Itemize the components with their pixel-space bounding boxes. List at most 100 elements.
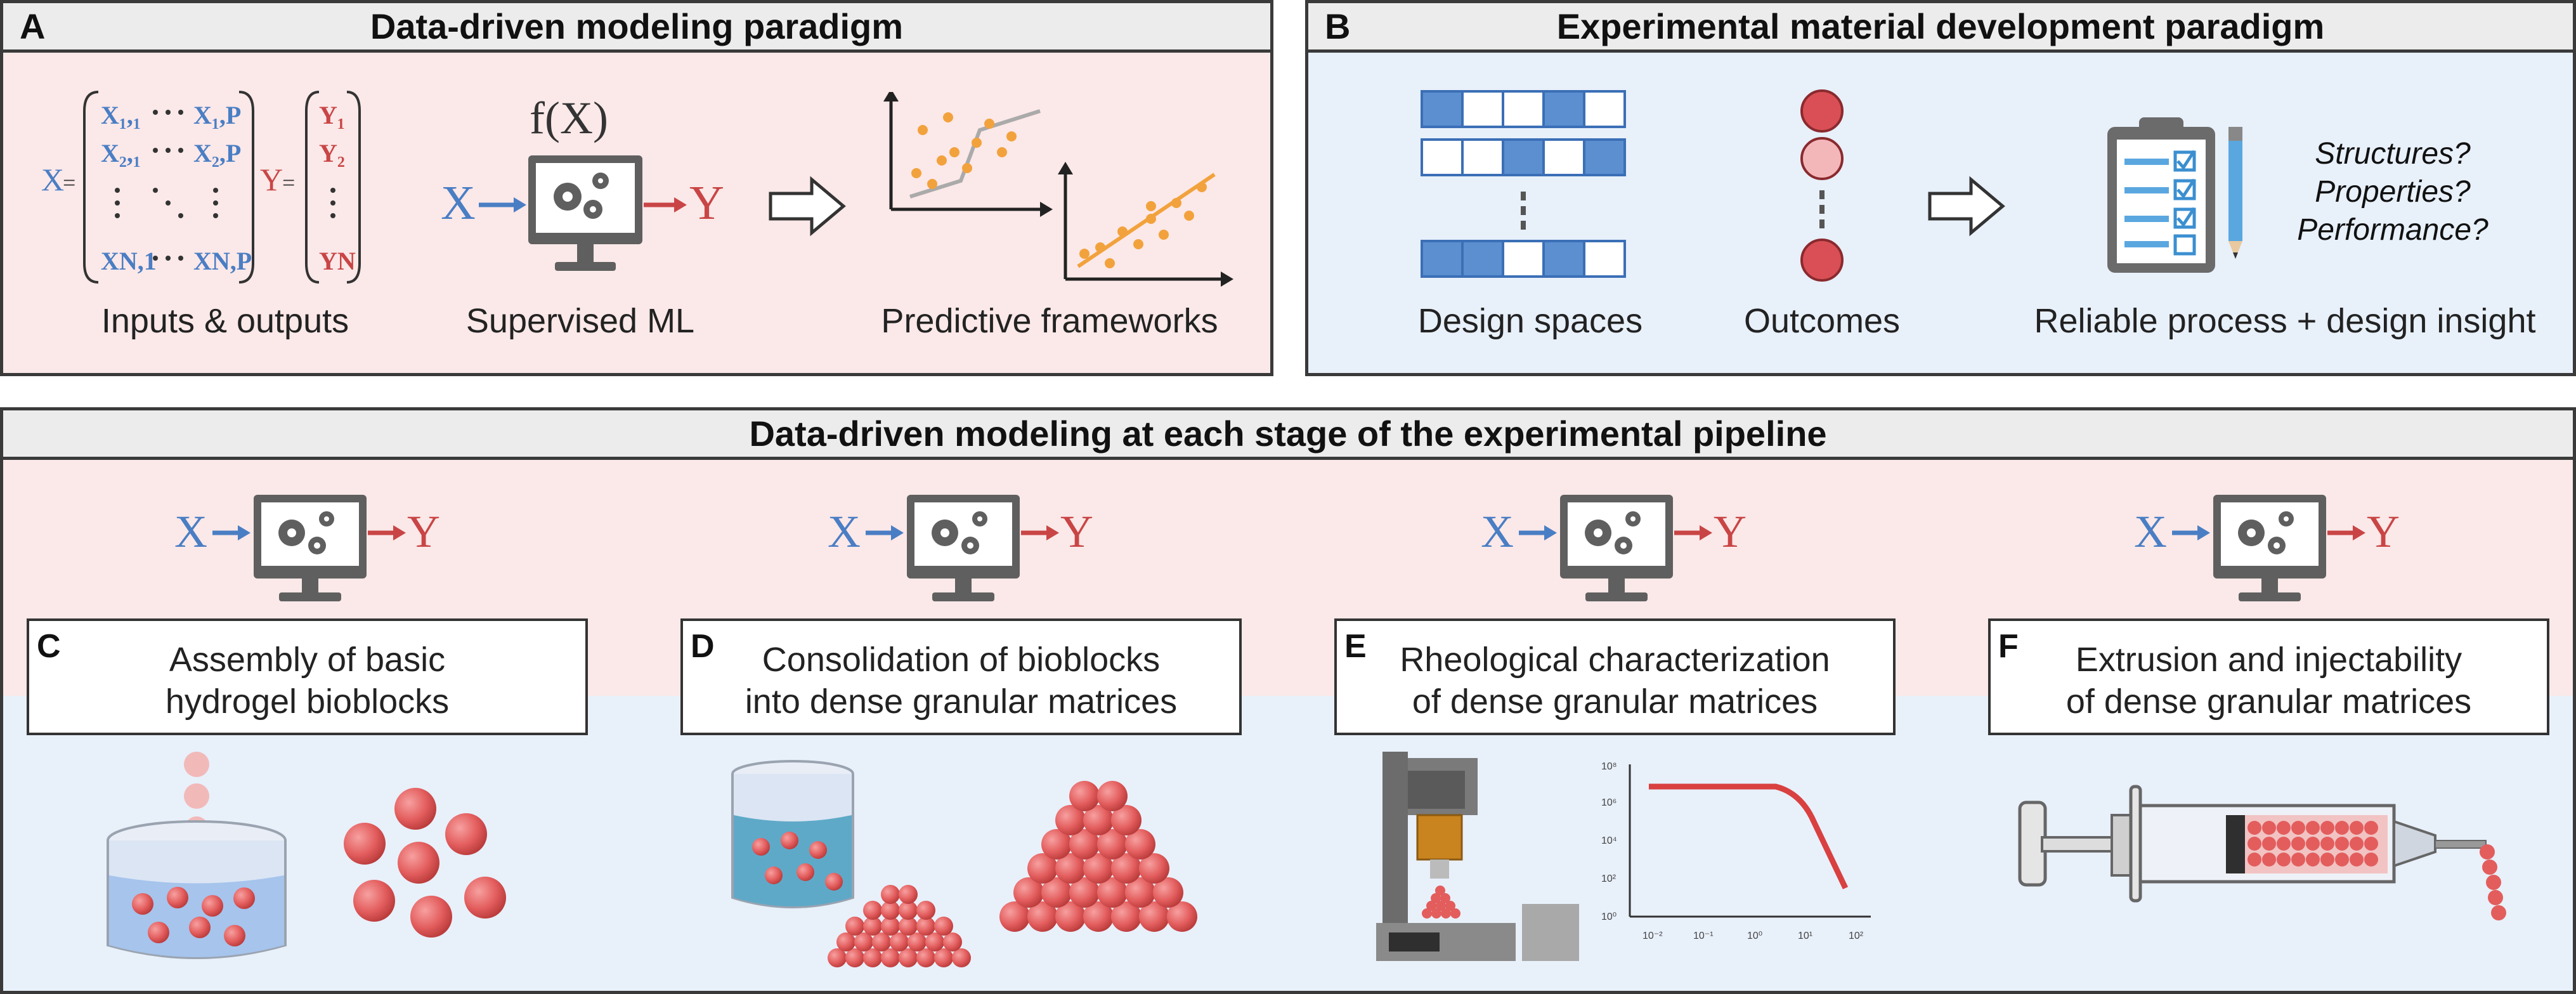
x-tick-3: 10⁰ [1747, 931, 1762, 941]
stage-c-title-line2: hydrogel bioblocks [165, 683, 450, 721]
matrix-y-equals: = [282, 170, 295, 195]
stage-c-title-line1: Assembly of basic [169, 641, 446, 679]
svg-text:X: X [1481, 506, 1514, 557]
stage-f-ml-icon: X Y [2134, 495, 2400, 601]
stage-d-box: D Consolidation of bioblocks into dense g… [680, 618, 1242, 735]
rheology-curve [1649, 783, 1849, 889]
matrix-cell-yn: YN [319, 247, 356, 275]
panel-a-header: A Data-driven modeling paradigm [3, 3, 1270, 53]
stage-e-title-line1: Rheological characterization [1400, 641, 1830, 679]
svg-text:X: X [174, 506, 207, 557]
matrix-cell-x21: X₂,₁ [101, 139, 141, 167]
plot-linear [1058, 162, 1233, 287]
ml-input-x: X [441, 176, 476, 230]
hydrogel-spheres [344, 788, 506, 938]
stage-d-ml-icon: X Y [828, 495, 1093, 601]
question-performance: Performance? [2297, 213, 2488, 247]
matrix-y-vdots [330, 188, 335, 218]
stage-f-syringe-illustration [2018, 785, 2506, 920]
stage-c-box: C Assembly of basic hydrogel bioblocks [27, 618, 588, 735]
caption-design-spaces: Design spaces [1417, 302, 1643, 340]
computer-monitor-icon [254, 495, 367, 601]
matrix-cell-xnp: XN,P [193, 247, 252, 275]
svg-text:X: X [828, 506, 861, 557]
pipeline-header: Data-driven modeling at each stage of th… [3, 410, 2573, 460]
matrix-cell-x11: X₁,₁ [101, 101, 141, 129]
stage-e-rheometer-illustration [1376, 752, 1579, 961]
matrix-x-bracket-left [83, 91, 99, 284]
computer-monitor-icon [907, 495, 1020, 601]
y-tick-1: 10⁸ [1601, 761, 1617, 772]
svg-text:X: X [2134, 506, 2167, 557]
caption-supervised-ml: Supervised ML [465, 302, 695, 340]
beaker-icon [731, 760, 854, 908]
computer-monitor-icon [2213, 495, 2326, 601]
predictive-plots [883, 92, 1233, 287]
matrix-cell-x1p: X₁,P [193, 101, 241, 129]
matrix-cell-y1: Y₁ [319, 101, 345, 129]
design-space-grid [1421, 90, 1626, 278]
clipboard-checklist-icon [2107, 117, 2242, 273]
matrix-cell-xn1: XN,1 [101, 247, 157, 275]
extruded-spheres [2247, 821, 2506, 920]
x-tick-4: 10¹ [1798, 931, 1812, 941]
x-tick-1: 10⁻² [1643, 931, 1663, 941]
matrix-cell-y2: Y₂ [319, 139, 345, 167]
stage-c-letter: C [37, 628, 61, 665]
panel-a: A Data-driven modeling paradigm X = X₁,₁… [0, 0, 1273, 376]
svg-text:Y: Y [2367, 506, 2400, 557]
right-arrow-icon [769, 176, 846, 237]
supervised-ml-diagram: f(X) X Y [441, 93, 724, 271]
matrix-y-bracket-left [305, 91, 320, 284]
panel-a-letter: A [20, 6, 46, 46]
stage-d-consolidation-illustration [731, 760, 1197, 967]
matrix-cell-x2p: X₂,P [193, 139, 241, 167]
stage-e-box: E Rheological characterization of dense g… [1334, 618, 1896, 735]
matrix-x-label: X [41, 162, 64, 197]
ml-output-y: Y [689, 176, 724, 230]
panel-a-title: Data-driven modeling paradigm [370, 6, 904, 46]
stage-e-ml-icon: X Y [1481, 495, 1747, 601]
right-arrow-icon [1928, 176, 2005, 237]
plot-nonlinear [883, 92, 1053, 217]
svg-text:Y: Y [407, 506, 440, 557]
stage-e-letter: E [1344, 628, 1367, 665]
caption-outcomes: Outcomes [1743, 302, 1901, 340]
stage-f-title-line1: Extrusion and injectability [2075, 641, 2462, 679]
matrix-y-label: Y [260, 162, 283, 197]
matrix-y-bracket-right [346, 91, 361, 284]
question-structures: Structures? [2315, 137, 2471, 171]
small-sphere-pile [828, 885, 971, 967]
panel-b: B Experimental material development para… [1305, 0, 2576, 376]
matrix-x-equals: = [63, 170, 75, 195]
stage-e-title-line2: of dense granular matrices [1412, 683, 1818, 721]
stage-c-ml-icon: X Y [174, 495, 440, 601]
question-properties: Properties? [2315, 175, 2471, 209]
y-tick-3: 10⁴ [1601, 835, 1617, 846]
y-tick-5: 10⁰ [1601, 912, 1617, 922]
stage-c-beaker-illustration [107, 752, 506, 959]
matrix-x-bracket-right [238, 91, 254, 284]
svg-text:Y: Y [1714, 506, 1747, 557]
computer-monitor-icon [1560, 495, 1673, 601]
input-output-matrix: X = X₁,₁ X₁,P X₂,₁ X₂,P XN,1 XN,P Y = Y₁… [41, 91, 361, 284]
stage-d-letter: D [691, 628, 715, 665]
computer-monitor-icon [528, 155, 642, 271]
stage-f-letter: F [1998, 628, 2019, 665]
x-tick-5: 10² [1849, 931, 1864, 941]
caption-design-insight: Reliable process + design insight [2034, 302, 2536, 340]
caption-inputs-outputs: Inputs & outputs [101, 302, 349, 340]
svg-text:Y: Y [1060, 506, 1093, 557]
rheometer-icon [1376, 752, 1579, 961]
rheology-curve-plot: 10⁸ 10⁶ 10⁴ 10² 10⁰ 10⁻² 10⁻¹ 10⁰ 10¹ 10… [1601, 761, 1871, 941]
stage-d-title-line1: Consolidation of bioblocks [762, 641, 1161, 679]
y-tick-4: 10² [1601, 873, 1617, 884]
stage-f-box: F Extrusion and injectability of dense gr… [1988, 618, 2549, 735]
caption-predictive-frameworks: Predictive frameworks [881, 302, 1218, 340]
dense-granular-pyramid [999, 781, 1197, 932]
matrix-ellipsis-dots [115, 110, 218, 261]
stage-d-title-line2: into dense granular matrices [745, 683, 1178, 721]
function-label: f(X) [530, 93, 608, 143]
panel-b-header: B Experimental material development para… [1308, 3, 2573, 53]
stage-f-title-line2: of dense granular matrices [2065, 683, 2472, 721]
